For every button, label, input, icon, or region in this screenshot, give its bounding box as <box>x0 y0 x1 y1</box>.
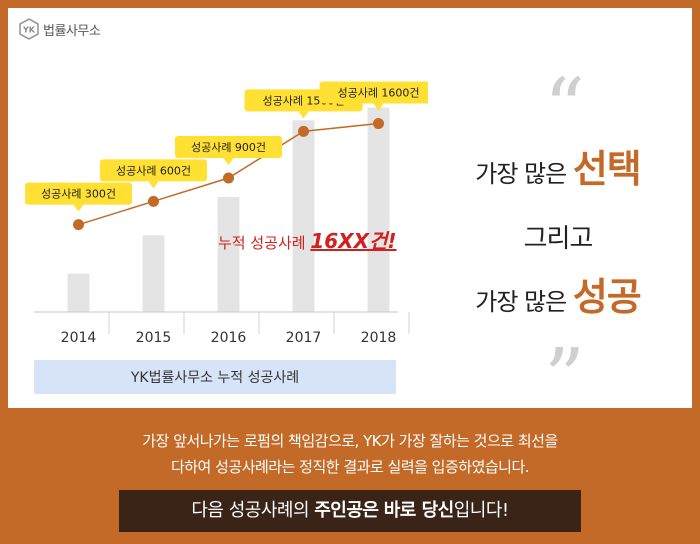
bubble-tail-0 <box>73 204 84 212</box>
x-tick-label-2014: 2014 <box>61 330 97 346</box>
slogan-line-2: 그리고 <box>523 224 594 254</box>
banner-bold-2: 바로 당신 <box>383 500 455 521</box>
content-card: YK 법률사무소 2014 2015 2016 2017 2018 성공사례 300건 성… <box>8 8 692 418</box>
annotation-prefix: 누적 성공사례 <box>218 234 310 252</box>
banner-pre: 다음 성공사례의 <box>191 500 315 521</box>
bubble-box-4 <box>319 81 428 104</box>
slogan-line-1-text: 가장 많은 <box>475 160 573 188</box>
bar-2017 <box>292 120 315 312</box>
point-2017 <box>298 125 309 137</box>
footer-line-2: 다하여 성공사례라는 정직한 결과로 실력을 입증하였습니다. <box>170 458 530 476</box>
bar-2018 <box>367 107 390 312</box>
slogan-line-3: 가장 많은 성공 <box>428 266 688 321</box>
point-2014 <box>73 219 84 231</box>
slogan-line-3-text: 가장 많은 <box>475 288 573 316</box>
banner-post: 입니다! <box>453 500 509 521</box>
x-tick-label-2015: 2015 <box>136 330 172 346</box>
footer-line-1: 가장 앞서나가는 로펌의 책임감으로, YK가 가장 잘하는 것으로 최선을 <box>142 432 558 450</box>
slogan-emphasis-success: 성공 <box>572 275 642 319</box>
logo-text: 법률사무소 <box>43 23 101 39</box>
open-quote-icon: “ <box>544 61 585 154</box>
bubble-box-2 <box>175 136 282 158</box>
data-label-2016: 성공사례 900건 <box>191 141 266 154</box>
logo-hexagon-icon: YK <box>19 18 39 40</box>
data-label-2015: 성공사례 600건 <box>116 164 191 177</box>
slogan-line-1: 가장 많은 선택 <box>428 138 688 193</box>
banner-bold-1: 주인공은 <box>314 500 379 521</box>
bubble-box-1 <box>100 159 207 182</box>
chart-caption: YK법률사무소 누적 성공사례 <box>130 370 299 386</box>
bar-2014 <box>67 273 90 312</box>
bar-2015 <box>142 235 165 312</box>
point-2018 <box>373 118 384 130</box>
point-2016 <box>223 172 234 184</box>
x-tick-label-2017: 2017 <box>286 330 322 346</box>
point-2015 <box>148 195 159 207</box>
annotation-highlight: 16XX건! <box>310 229 396 253</box>
logo-mark-text: YK <box>22 26 36 35</box>
close-quote-icon: ” <box>544 331 585 424</box>
cta-banner: 다음 성공사례의 주인공은 바로 당신입니다! <box>119 490 581 532</box>
slogan-panel: “ 가장 많은 선택 그리고 가장 많은 성공 ” <box>428 61 688 418</box>
chart-caption-box <box>34 360 396 394</box>
bubble-tail-1 <box>148 181 159 189</box>
logo: YK 법률사무소 <box>18 18 101 40</box>
slogan-emphasis-choice: 선택 <box>572 147 642 191</box>
bubble-box-0 <box>25 182 132 205</box>
bar-2016 <box>217 197 240 312</box>
data-label-2014: 성공사례 300건 <box>41 188 116 201</box>
data-label-2018: 성공사례 1600건 <box>337 87 419 100</box>
bubble-tail-2 <box>223 158 234 165</box>
bubble-tail-4 <box>373 103 384 111</box>
x-tick-label-2016: 2016 <box>211 330 247 346</box>
x-tick-label-2018: 2018 <box>361 330 397 346</box>
cumulative-annotation: 누적 성공사례 16XX건! <box>218 229 397 253</box>
bubble-tail-3 <box>298 111 309 119</box>
